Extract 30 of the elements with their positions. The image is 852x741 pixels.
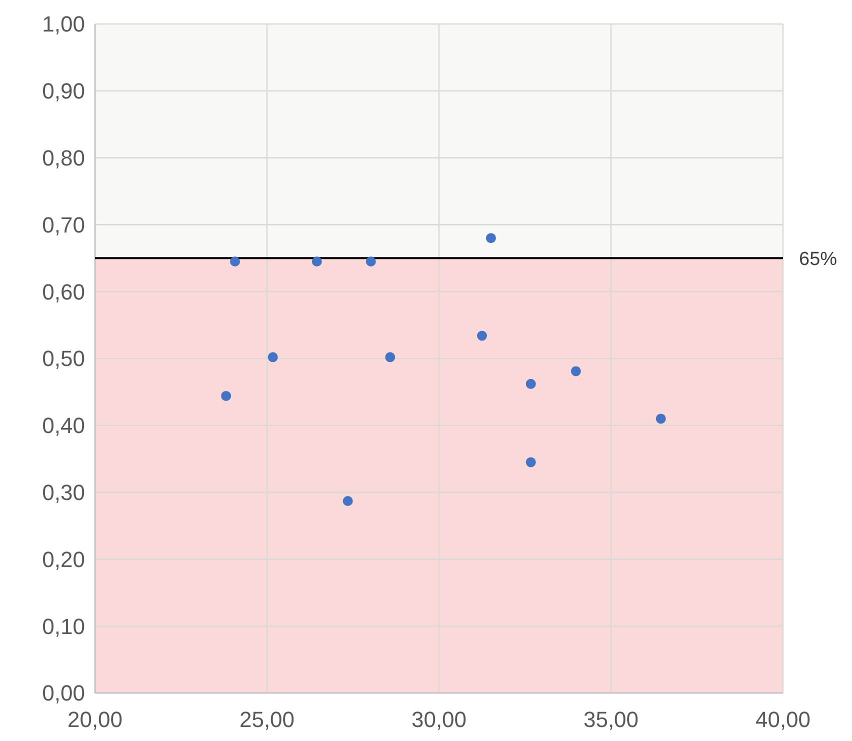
point [366, 256, 376, 266]
point [570, 366, 581, 376]
point [526, 457, 536, 468]
point [477, 330, 487, 341]
y-tick-label: 0,40 [42, 413, 85, 438]
point [230, 256, 240, 266]
y-tick-label: 0,70 [42, 212, 85, 238]
y-tick-label: 0,90 [42, 78, 85, 104]
point [656, 414, 666, 424]
y-tick-label: 0,50 [42, 346, 85, 372]
x-tick-label: 40,00 [755, 707, 811, 732]
point [221, 390, 232, 401]
y-tick-label: 0,60 [42, 279, 85, 304]
y-tick-label: 0,00 [42, 680, 85, 706]
point [385, 352, 396, 362]
ref-line-label: 65% [799, 248, 838, 270]
y-tick-label: 0,10 [42, 614, 85, 639]
y-tick-label: 1,00 [42, 12, 85, 37]
y-tick-label: 0,30 [42, 480, 85, 505]
y-tick-label: 0,20 [42, 546, 85, 572]
x-tick-label: 20,00 [67, 707, 123, 732]
point [268, 352, 278, 362]
x-tick-label: 25,00 [239, 707, 295, 732]
point [486, 233, 496, 244]
y-tick-label: 0,80 [42, 146, 85, 170]
point [526, 378, 536, 389]
point [312, 256, 322, 266]
x-tick-label: 35,00 [583, 707, 639, 732]
x-tick-label: 30,00 [411, 707, 467, 732]
point [342, 496, 353, 506]
